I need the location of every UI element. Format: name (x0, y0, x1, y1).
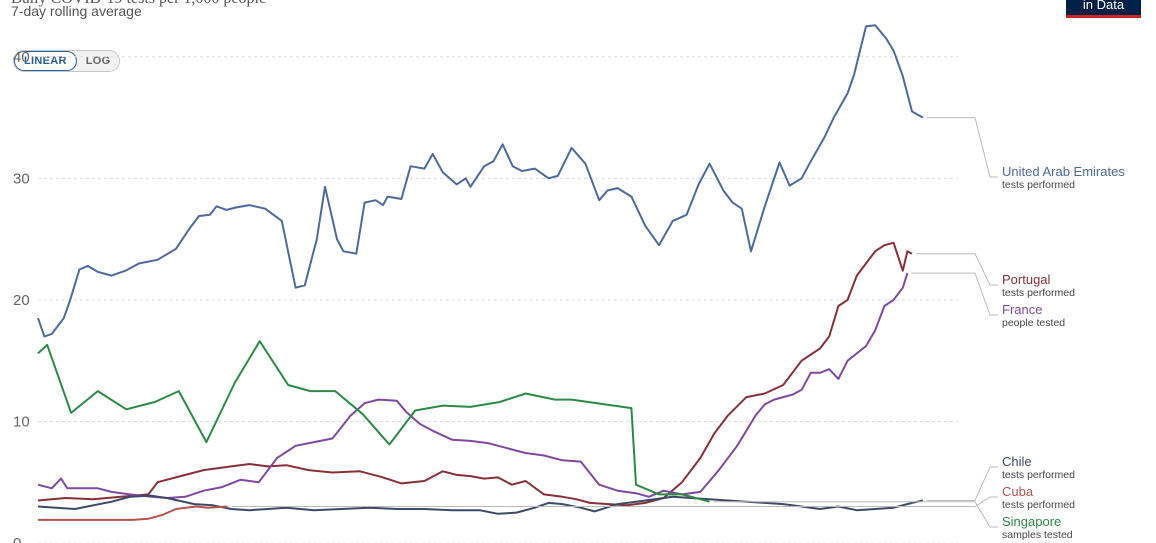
y-tick-0: 0 (13, 535, 21, 543)
label-connector-united-arab-emirates (927, 117, 998, 178)
label-connector-chile (927, 466, 998, 501)
series-lines (37, 24, 924, 521)
series-sublabel-united-arab-emirates: tests performed (1002, 179, 1075, 191)
y-tick-40: 40 (13, 49, 30, 66)
label-connector-france (911, 272, 998, 316)
series-sublabel-chile: tests performed (1002, 469, 1075, 481)
series-label-singapore[interactable]: Singapore (1002, 514, 1061, 529)
y-tick-20: 20 (13, 292, 30, 309)
y-tick-30: 30 (13, 170, 30, 187)
series-sublabel-portugal: tests performed (1002, 287, 1075, 299)
series-line-singapore[interactable] (37, 340, 710, 503)
series-label-cuba[interactable]: Cuba (1002, 484, 1034, 499)
series-label-france[interactable]: France (1002, 302, 1042, 317)
label-connector-cuba (231, 496, 998, 507)
owid-logo[interactable]: in Data (1066, 0, 1141, 18)
linear-scale-button[interactable]: LINEAR (14, 51, 77, 71)
series-label-chile[interactable]: Chile (1002, 454, 1032, 469)
label-connector-singapore (713, 501, 998, 528)
chart-subtitle: 7-day rolling average (11, 3, 142, 19)
log-scale-button[interactable]: LOG (76, 51, 120, 71)
gridlines (38, 56, 958, 543)
series-line-united-arab-emirates[interactable] (37, 24, 924, 338)
series-line-cuba[interactable] (38, 505, 228, 521)
series-line-portugal[interactable] (37, 241, 913, 507)
scale-toggle: LINEAR LOG (13, 50, 121, 72)
series-line-france[interactable] (37, 272, 909, 499)
y-axis-ticks: 0 10 20 30 40 (13, 49, 30, 543)
chart-title: Daily COVID-19 tests per 1,000 people (11, 0, 266, 8)
series-label-portugal[interactable]: Portugal (1002, 272, 1051, 287)
series-sublabel-france: people tested (1002, 317, 1065, 329)
label-connector-portugal (916, 253, 998, 286)
series-sublabel-singapore: samples tested (1002, 529, 1073, 541)
y-tick-10: 10 (13, 413, 30, 430)
series-label-united-arab-emirates[interactable]: United Arab Emirates (1002, 164, 1125, 179)
series-sublabel-cuba: tests performed (1002, 499, 1075, 511)
